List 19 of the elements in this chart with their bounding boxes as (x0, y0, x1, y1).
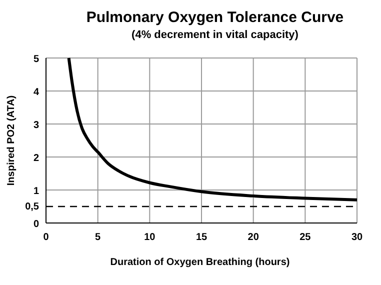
x-tick-label: 10 (144, 232, 156, 243)
x-tick-label: 0 (43, 232, 50, 243)
y-axis-title: Inspired PO2 (ATA) (6, 95, 17, 186)
y-tick-label: 3 (33, 120, 40, 131)
x-tick-label: 25 (300, 232, 312, 243)
y-tick-label: 2 (33, 153, 40, 164)
x-tick-label: 15 (196, 232, 208, 243)
chart-title: Pulmonary Oxygen Tolerance Curve (86, 9, 344, 26)
line-series (67, 56, 358, 202)
y-tick-label: 0,5 (25, 202, 40, 212)
y-tick-label: 4 (33, 87, 40, 98)
y-tick-label: 1 (33, 186, 40, 197)
y-tick-label: 0 (33, 219, 40, 230)
x-tick-label: 30 (351, 232, 363, 243)
y-tick-label: 5 (33, 54, 40, 65)
x-tick-label: 20 (248, 232, 260, 243)
x-tick-label: 5 (95, 232, 102, 243)
x-axis-title: Duration of Oxygen Breathing (hours) (110, 257, 290, 268)
chart-subtitle: (4% decrement in vital capacity) (132, 29, 299, 41)
